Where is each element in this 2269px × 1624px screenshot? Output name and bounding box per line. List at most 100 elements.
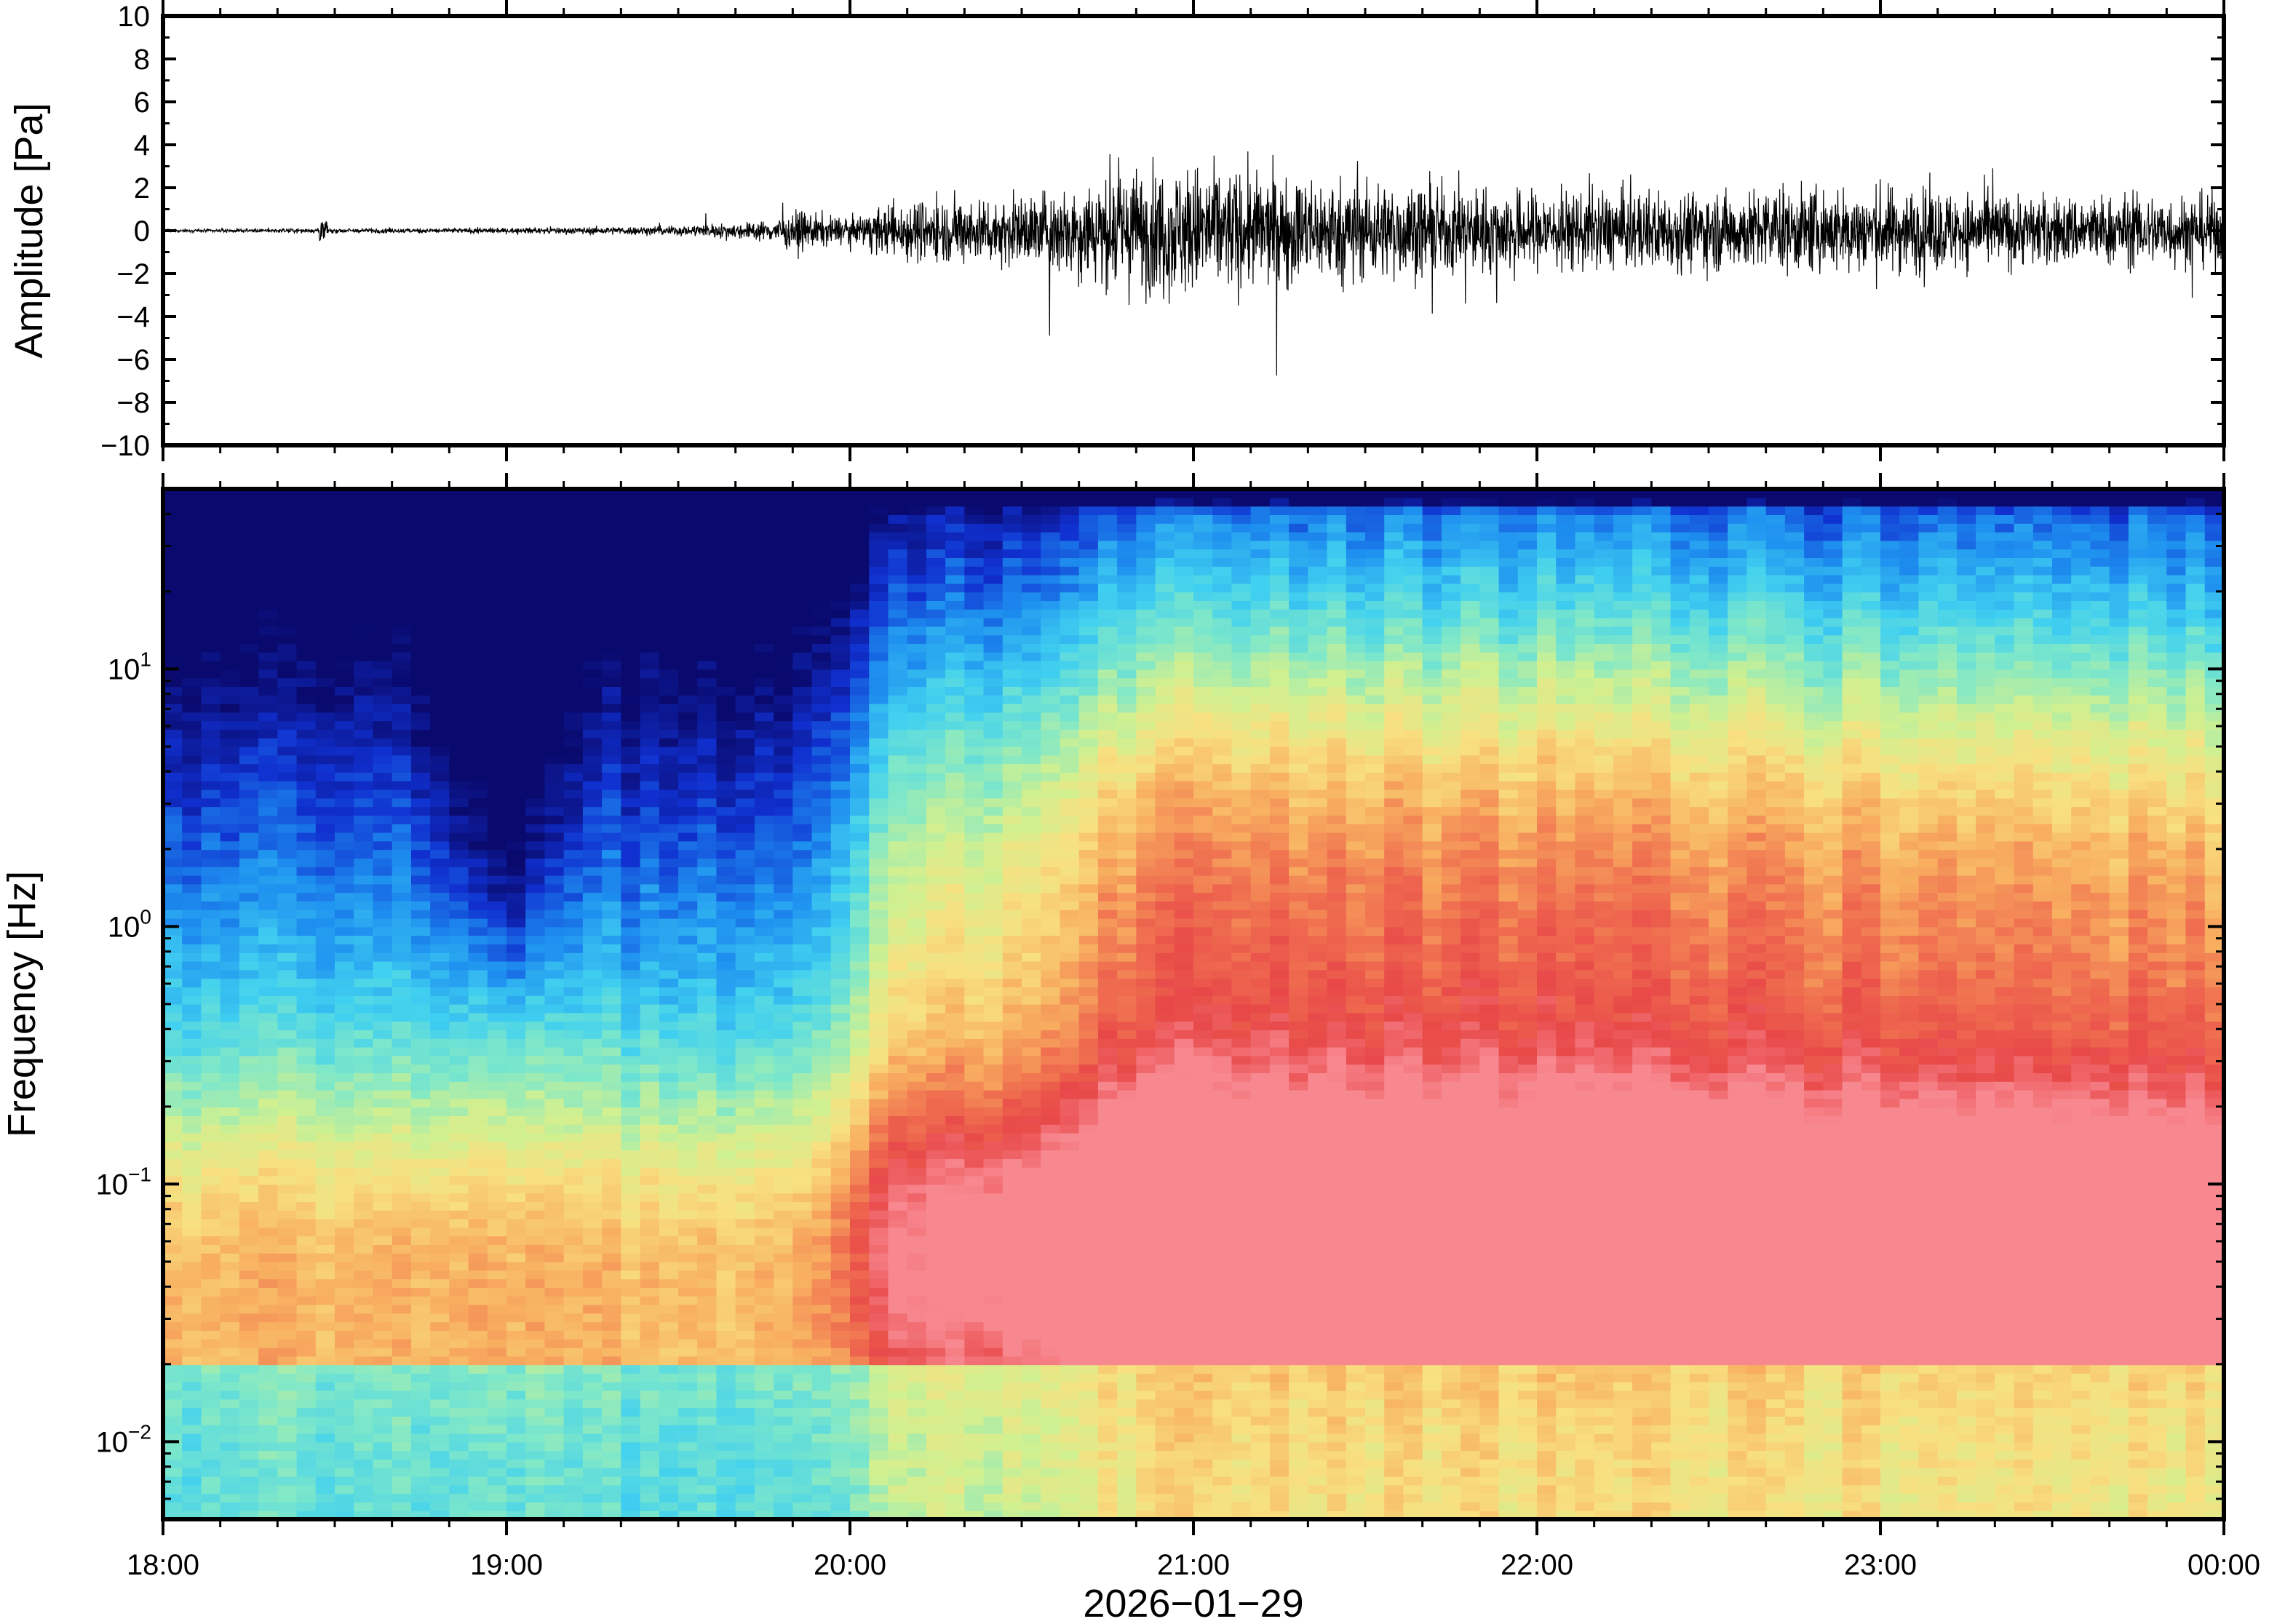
spectrogram-cell <box>850 1433 870 1443</box>
spectrogram-cell <box>869 1382 889 1391</box>
spectrogram-cell <box>697 1364 718 1374</box>
spectrogram-cell <box>373 797 393 808</box>
spectrogram-cell <box>468 824 488 833</box>
spectrogram-cell <box>678 669 698 679</box>
spectrogram-cell <box>621 1004 641 1014</box>
spectrogram-cell <box>354 867 374 876</box>
spectrogram-cell <box>392 686 412 696</box>
spectrogram-cell <box>335 1193 354 1202</box>
spectrogram-cell <box>373 858 393 867</box>
spectrogram-cell <box>258 1305 278 1314</box>
spectrogram-cell <box>563 1330 584 1340</box>
spectrogram-cell <box>449 575 469 584</box>
spectrogram-cell <box>373 643 393 653</box>
spectrogram-cell <box>640 1098 660 1108</box>
spectrogram-cell <box>602 1296 621 1305</box>
spectrogram-cell <box>201 755 221 765</box>
spectrogram-cell <box>792 1244 813 1254</box>
spectrogram-cell <box>659 669 679 679</box>
spectrogram-cell <box>525 1141 546 1151</box>
spectrogram-cell <box>468 1364 488 1374</box>
spectrogram-cell <box>850 557 870 567</box>
spectrogram-cell <box>277 1476 298 1486</box>
spectrogram-cell <box>182 1012 202 1022</box>
spectrogram-cell <box>315 532 335 541</box>
spectrogram-cell <box>621 618 641 627</box>
spectrogram-cell <box>163 1339 183 1348</box>
spectrogram-cell <box>830 806 851 816</box>
spectrogram-cell <box>258 600 278 610</box>
spectrogram-cell <box>640 935 660 944</box>
spectrogram-cell <box>544 1021 565 1030</box>
spectrogram-cell <box>582 695 603 704</box>
spectrogram-cell <box>907 1244 927 1254</box>
spectrogram-cell <box>697 1287 718 1297</box>
spectrogram-cell <box>373 1510 393 1519</box>
spectrogram-cell <box>602 618 621 627</box>
spectrogram-cell <box>792 926 813 936</box>
spectrogram-cell <box>907 969 927 979</box>
spectrogram-cell <box>659 1158 679 1168</box>
spectrogram-cell <box>468 497 488 507</box>
spectrogram-cell <box>774 1055 793 1065</box>
spectrogram-cell <box>201 858 221 867</box>
spectrogram-cell <box>716 969 736 979</box>
spectrogram-cell <box>392 806 412 816</box>
spectrogram-cell <box>754 704 774 713</box>
spectrogram-cell <box>735 1416 755 1425</box>
spectrogram-cell <box>410 661 431 670</box>
spectrogram-cell <box>315 1502 335 1511</box>
spectrogram-cell <box>296 1021 317 1030</box>
spectrogram-cell <box>869 935 889 944</box>
spectrogram-cell <box>621 1321 641 1331</box>
spectrogram-cell <box>563 1459 584 1468</box>
spectrogram-cell <box>907 1133 927 1142</box>
spectrogram-cell <box>296 1141 317 1151</box>
spectrogram-cell <box>220 1356 240 1366</box>
spectrogram-cell <box>468 1141 488 1151</box>
spectrogram-cell <box>850 987 870 996</box>
spectrogram-cell <box>697 566 718 576</box>
spectrogram-cell <box>678 583 698 593</box>
spectrogram-cell <box>792 797 813 808</box>
spectrogram-cell <box>544 755 565 765</box>
spectrogram-cell <box>392 1124 412 1134</box>
spectrogram-cell <box>354 849 374 859</box>
spectrogram-cell <box>315 1364 335 1374</box>
spectrogram-cell <box>392 1064 412 1073</box>
spectrogram-cell <box>449 514 469 524</box>
spectrogram-cell <box>373 1227 393 1237</box>
spectrogram-cell <box>506 1373 526 1382</box>
spectrogram-cell <box>621 1407 641 1417</box>
spectrogram-cell <box>239 1115 259 1125</box>
spectrogram-cell <box>621 926 641 936</box>
spectrogram-cell <box>716 1167 736 1177</box>
spectrogram-cell <box>850 1356 870 1366</box>
spectrogram-cell <box>869 1296 889 1305</box>
spectrogram-cell <box>430 1158 450 1168</box>
spectrogram-cell <box>373 704 393 713</box>
spectrogram-cell <box>525 1416 546 1425</box>
spectrogram-cell <box>487 1356 507 1366</box>
spectrogram-cell <box>163 1416 183 1425</box>
spectrogram-cell <box>830 1184 851 1194</box>
spectrogram-cell <box>602 883 621 893</box>
spectrogram-cell <box>163 1330 183 1340</box>
spectrogram-cell <box>850 720 870 730</box>
spectrogram-cell <box>678 1407 698 1417</box>
spectrogram-cell <box>220 1468 240 1477</box>
spectrogram-cell <box>354 815 374 824</box>
spectrogram-cell <box>410 497 431 507</box>
spectrogram-cell <box>678 1459 698 1468</box>
spectrogram-cell <box>869 1012 889 1022</box>
spectrogram-cell <box>373 720 393 730</box>
spectrogram-cell <box>563 1235 584 1245</box>
spectrogram-cell <box>258 695 278 704</box>
spectrogram-cell <box>754 1047 774 1056</box>
spectrogram-cell <box>182 944 202 953</box>
spectrogram-cell <box>888 1364 908 1374</box>
spectrogram-cell <box>850 935 870 944</box>
spectrogram-cell <box>811 806 832 816</box>
spectrogram-cell <box>487 806 507 816</box>
spectrogram-cell <box>315 1107 335 1116</box>
